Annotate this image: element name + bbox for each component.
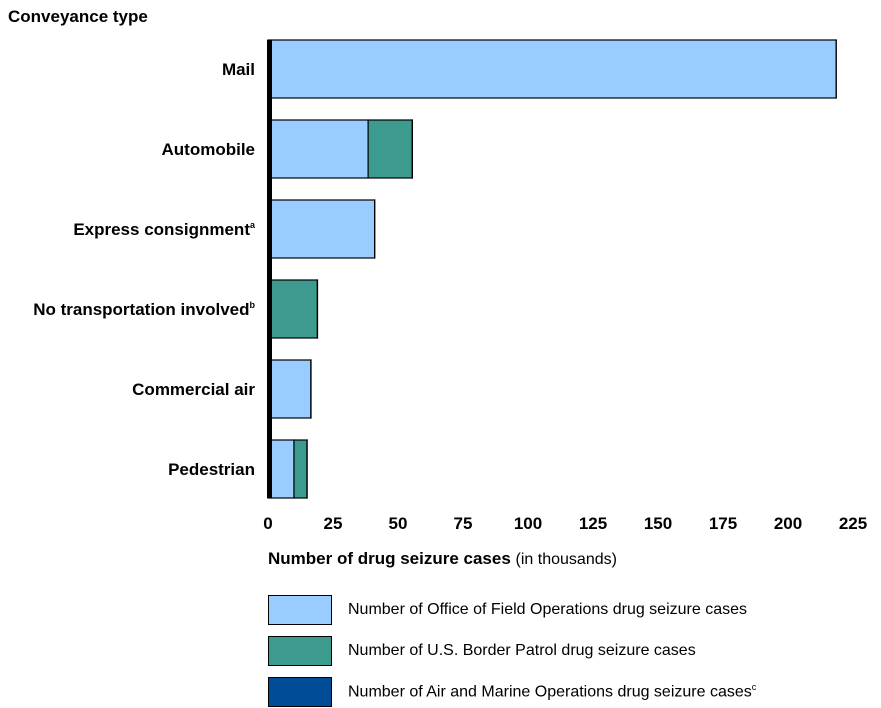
legend-label: Number of Office of Field Operations dru… [348,601,747,619]
x-tick-label: 125 [579,514,607,533]
x-tick-label: 0 [263,514,272,533]
bars-group [268,40,836,498]
category-label: Automobile [162,140,256,159]
legend-item: Number of Air and Marine Operations drug… [268,676,756,708]
x-tick-label: 150 [644,514,672,533]
bar-segment [268,360,311,418]
legend-item: Number of U.S. Border Patrol drug seizur… [268,635,696,667]
bar-segment [268,120,368,178]
bar-segment [294,440,307,498]
x-tick-label: 175 [709,514,737,533]
x-tick-label: 25 [324,514,343,533]
x-tick-label: 75 [454,514,473,533]
bar-segment [269,280,317,338]
x-axis-title-main: Number of drug seizure cases [268,549,511,568]
y-axis-title: Conveyance type [8,7,148,26]
x-tick-label: 200 [774,514,802,533]
legend-swatch [268,636,332,666]
bar-segment [368,120,412,178]
x-tick-labels: 0 25 50 75 100 125 150 175 200 225 [263,514,867,533]
x-tick-label: 50 [389,514,408,533]
legend-swatch [268,677,332,707]
legend-swatch [268,595,332,625]
legend-label: Number of U.S. Border Patrol drug seizur… [348,642,696,660]
category-labels: Mail Automobile Express consignmenta No tra… [33,60,256,479]
x-tick-label: 225 [839,514,867,533]
category-label: Commercial air [132,380,255,399]
x-axis-title: Number of drug seizure cases (in thousan… [268,549,617,568]
category-label: Pedestrian [168,460,255,479]
category-label: Express consignmenta [73,220,256,239]
x-tick-label: 100 [514,514,542,533]
category-label: Mail [222,60,255,79]
bar-segment [268,40,836,98]
category-label: No transportation involvedb [33,300,255,319]
legend-item: Number of Office of Field Operations dru… [268,594,747,626]
legend-label: Number of Air and Marine Operations drug… [348,682,756,701]
x-axis-title-unit: (in thousands) [516,551,617,568]
bar-segment [268,200,375,258]
